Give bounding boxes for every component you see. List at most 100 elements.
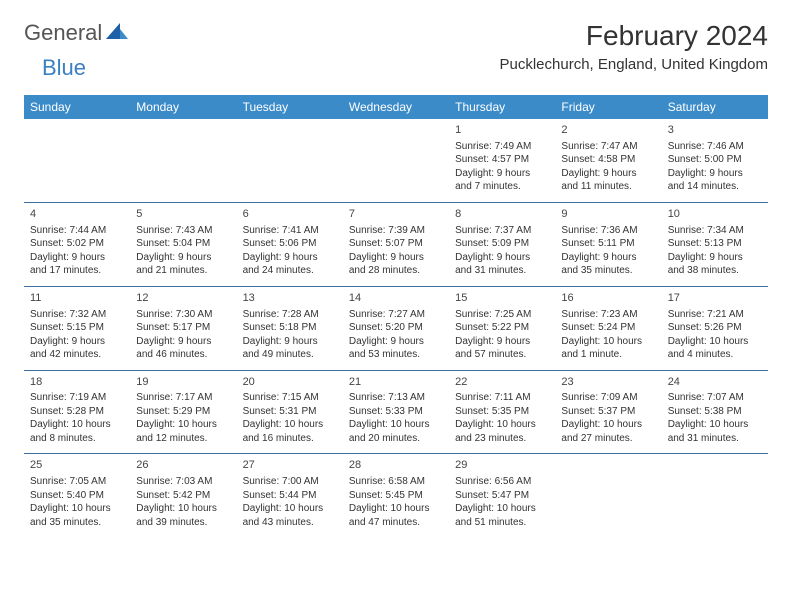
day-number: 27 [243, 458, 337, 473]
day-number: 19 [136, 375, 230, 390]
sunset-line: Sunset: 5:09 PM [455, 237, 549, 251]
day-number: 22 [455, 375, 549, 390]
day-number: 7 [349, 207, 443, 222]
calendar-cell: 22Sunrise: 7:11 AMSunset: 5:35 PMDayligh… [449, 370, 555, 454]
sunset-line: Sunset: 5:26 PM [668, 321, 762, 335]
calendar-cell: 10Sunrise: 7:34 AMSunset: 5:13 PMDayligh… [662, 202, 768, 286]
sunrise-line: Sunrise: 7:36 AM [561, 224, 655, 238]
dayheader-wednesday: Wednesday [343, 95, 449, 119]
daylight-line: Daylight: 10 hours and 8 minutes. [30, 418, 124, 445]
sunrise-line: Sunrise: 7:39 AM [349, 224, 443, 238]
sunrise-line: Sunrise: 7:13 AM [349, 391, 443, 405]
daylight-line: Daylight: 10 hours and 51 minutes. [455, 502, 549, 529]
dayheader-tuesday: Tuesday [237, 95, 343, 119]
daylight-line: Daylight: 9 hours and 21 minutes. [136, 251, 230, 278]
sunset-line: Sunset: 5:31 PM [243, 405, 337, 419]
calendar-cell: 7Sunrise: 7:39 AMSunset: 5:07 PMDaylight… [343, 202, 449, 286]
sunrise-line: Sunrise: 7:34 AM [668, 224, 762, 238]
sunset-line: Sunset: 5:35 PM [455, 405, 549, 419]
dayheader-saturday: Saturday [662, 95, 768, 119]
day-number: 9 [561, 207, 655, 222]
day-number: 16 [561, 291, 655, 306]
daylight-line: Daylight: 10 hours and 47 minutes. [349, 502, 443, 529]
dayheader-thursday: Thursday [449, 95, 555, 119]
calendar-cell [662, 454, 768, 537]
sunset-line: Sunset: 4:58 PM [561, 153, 655, 167]
calendar-cell: 9Sunrise: 7:36 AMSunset: 5:11 PMDaylight… [555, 202, 661, 286]
sunset-line: Sunset: 5:17 PM [136, 321, 230, 335]
calendar-cell: 16Sunrise: 7:23 AMSunset: 5:24 PMDayligh… [555, 286, 661, 370]
logo-text-blue: Blue [42, 55, 86, 80]
day-number: 6 [243, 207, 337, 222]
calendar-cell: 29Sunrise: 6:56 AMSunset: 5:47 PMDayligh… [449, 454, 555, 537]
daylight-line: Daylight: 10 hours and 23 minutes. [455, 418, 549, 445]
daylight-line: Daylight: 9 hours and 31 minutes. [455, 251, 549, 278]
daylight-line: Daylight: 9 hours and 24 minutes. [243, 251, 337, 278]
sunrise-line: Sunrise: 7:21 AM [668, 308, 762, 322]
calendar-cell: 18Sunrise: 7:19 AMSunset: 5:28 PMDayligh… [24, 370, 130, 454]
sunset-line: Sunset: 5:18 PM [243, 321, 337, 335]
calendar-cell: 15Sunrise: 7:25 AMSunset: 5:22 PMDayligh… [449, 286, 555, 370]
daylight-line: Daylight: 10 hours and 20 minutes. [349, 418, 443, 445]
sunrise-line: Sunrise: 7:11 AM [455, 391, 549, 405]
daylight-line: Daylight: 10 hours and 16 minutes. [243, 418, 337, 445]
calendar-cell: 23Sunrise: 7:09 AMSunset: 5:37 PMDayligh… [555, 370, 661, 454]
calendar-week-row: 4Sunrise: 7:44 AMSunset: 5:02 PMDaylight… [24, 202, 768, 286]
day-number: 25 [30, 458, 124, 473]
calendar-cell: 19Sunrise: 7:17 AMSunset: 5:29 PMDayligh… [130, 370, 236, 454]
day-number: 17 [668, 291, 762, 306]
calendar-cell: 26Sunrise: 7:03 AMSunset: 5:42 PMDayligh… [130, 454, 236, 537]
sunset-line: Sunset: 5:15 PM [30, 321, 124, 335]
calendar-cell: 3Sunrise: 7:46 AMSunset: 5:00 PMDaylight… [662, 119, 768, 202]
day-number: 18 [30, 375, 124, 390]
calendar-week-row: 11Sunrise: 7:32 AMSunset: 5:15 PMDayligh… [24, 286, 768, 370]
day-number: 21 [349, 375, 443, 390]
sunset-line: Sunset: 5:28 PM [30, 405, 124, 419]
header-right: February 2024 Pucklechurch, England, Uni… [500, 20, 769, 73]
dayheader-sunday: Sunday [24, 95, 130, 119]
calendar-cell [343, 119, 449, 202]
sunrise-line: Sunrise: 7:00 AM [243, 475, 337, 489]
sunset-line: Sunset: 5:02 PM [30, 237, 124, 251]
sunset-line: Sunset: 5:33 PM [349, 405, 443, 419]
sunset-line: Sunset: 5:07 PM [349, 237, 443, 251]
logo-triangle-icon [106, 23, 128, 44]
dayheader-friday: Friday [555, 95, 661, 119]
daylight-line: Daylight: 9 hours and 53 minutes. [349, 335, 443, 362]
sunrise-line: Sunrise: 7:09 AM [561, 391, 655, 405]
sunrise-line: Sunrise: 7:27 AM [349, 308, 443, 322]
calendar-cell: 13Sunrise: 7:28 AMSunset: 5:18 PMDayligh… [237, 286, 343, 370]
sunset-line: Sunset: 5:06 PM [243, 237, 337, 251]
calendar-week-row: 18Sunrise: 7:19 AMSunset: 5:28 PMDayligh… [24, 370, 768, 454]
sunrise-line: Sunrise: 7:37 AM [455, 224, 549, 238]
calendar-cell [24, 119, 130, 202]
calendar-cell: 28Sunrise: 6:58 AMSunset: 5:45 PMDayligh… [343, 454, 449, 537]
sunset-line: Sunset: 5:42 PM [136, 489, 230, 503]
dayheader-monday: Monday [130, 95, 236, 119]
day-number: 20 [243, 375, 337, 390]
daylight-line: Daylight: 10 hours and 4 minutes. [668, 335, 762, 362]
sunrise-line: Sunrise: 7:25 AM [455, 308, 549, 322]
sunset-line: Sunset: 5:24 PM [561, 321, 655, 335]
day-header-row: Sunday Monday Tuesday Wednesday Thursday… [24, 95, 768, 119]
calendar-cell: 5Sunrise: 7:43 AMSunset: 5:04 PMDaylight… [130, 202, 236, 286]
calendar-cell: 25Sunrise: 7:05 AMSunset: 5:40 PMDayligh… [24, 454, 130, 537]
page-subtitle: Pucklechurch, England, United Kingdom [500, 56, 769, 73]
sunrise-line: Sunrise: 7:15 AM [243, 391, 337, 405]
day-number: 15 [455, 291, 549, 306]
sunset-line: Sunset: 5:00 PM [668, 153, 762, 167]
calendar-cell [555, 454, 661, 537]
day-number: 3 [668, 123, 762, 138]
day-number: 5 [136, 207, 230, 222]
sunrise-line: Sunrise: 7:23 AM [561, 308, 655, 322]
day-number: 14 [349, 291, 443, 306]
sunrise-line: Sunrise: 7:28 AM [243, 308, 337, 322]
daylight-line: Daylight: 9 hours and 42 minutes. [30, 335, 124, 362]
day-number: 11 [30, 291, 124, 306]
daylight-line: Daylight: 9 hours and 11 minutes. [561, 167, 655, 194]
sunset-line: Sunset: 5:11 PM [561, 237, 655, 251]
day-number: 12 [136, 291, 230, 306]
calendar-body: 1Sunrise: 7:49 AMSunset: 4:57 PMDaylight… [24, 119, 768, 537]
sunset-line: Sunset: 5:38 PM [668, 405, 762, 419]
daylight-line: Daylight: 10 hours and 39 minutes. [136, 502, 230, 529]
